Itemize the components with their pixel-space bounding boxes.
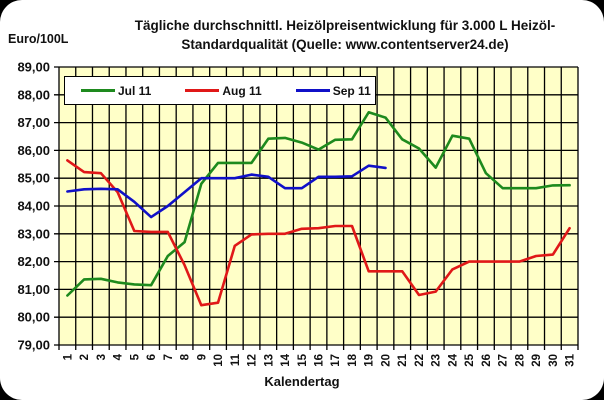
x-tick-label: 9 <box>196 354 208 360</box>
x-tick-label: 26 <box>481 354 493 367</box>
chart-title-line2: Standardqualität (Quelle: www.contentser… <box>181 37 509 52</box>
y-axis-label: Euro/100L <box>8 32 69 46</box>
x-tick-label: 25 <box>464 353 476 366</box>
legend-swatch-sep <box>295 89 330 92</box>
x-tick-label: 2 <box>79 354 91 360</box>
legend-item-jul: Jul 11 <box>81 84 151 98</box>
legend-item-aug: Aug 11 <box>185 83 262 98</box>
x-tick-label: 20 <box>380 354 392 367</box>
legend-label-aug: Aug 11 <box>222 83 262 98</box>
x-tick-label: 29 <box>531 354 543 367</box>
x-tick-label: 7 <box>163 354 175 360</box>
legend-swatch-jul <box>81 89 115 92</box>
legend-label-sep: Sep 11 <box>332 83 371 98</box>
y-tick-label: 85,00 <box>17 171 50 186</box>
x-tick-label: 24 <box>447 353 459 366</box>
x-tick-label: 30 <box>548 354 560 367</box>
legend-swatch-aug <box>185 89 220 92</box>
chart-title-line1: Tägliche durchschnittl. Heizölpreisentwi… <box>134 18 556 33</box>
y-tick-label: 89,00 <box>17 60 50 75</box>
x-tick-label: 5 <box>129 353 141 360</box>
x-tick-label: 12 <box>247 354 259 367</box>
x-tick-label: 31 <box>565 353 577 366</box>
chart-legend: Jul 11 Aug 11 Sep 11 <box>64 76 376 105</box>
y-tick-label: 83,00 <box>17 226 50 241</box>
x-tick-label: 27 <box>498 354 510 367</box>
x-tick-label: 8 <box>180 353 192 360</box>
y-tick-label: 79,00 <box>17 338 50 353</box>
x-tick-label: 17 <box>330 354 342 367</box>
series-line-aug-11 <box>66 159 571 307</box>
x-tick-label: 19 <box>364 354 376 367</box>
legend-label-jul: Jul 11 <box>118 83 152 98</box>
y-tick-label: 84,00 <box>17 199 50 214</box>
series-line-sep-11 <box>66 164 387 219</box>
x-axis-label: Kalendertag <box>264 374 340 389</box>
x-tick-label: 21 <box>397 353 409 366</box>
x-tick-label: 15 <box>297 353 309 366</box>
x-tick-label: 13 <box>263 354 275 367</box>
y-tick-label: 80,00 <box>17 310 50 325</box>
x-tick-label: 14 <box>280 353 292 366</box>
series-line-jul-11 <box>66 111 571 297</box>
x-tick-label: 28 <box>514 353 526 366</box>
x-tick-label: 6 <box>146 354 158 360</box>
x-tick-label: 10 <box>213 354 225 367</box>
y-tick-label: 82,00 <box>17 254 50 269</box>
x-tick-label: 23 <box>431 354 443 367</box>
y-tick-label: 88,00 <box>17 87 50 102</box>
chart-title: Tägliche durchschnittl. Heizölpreisentwi… <box>110 16 580 54</box>
legend-item-sep: Sep 11 <box>295 83 371 98</box>
x-tick-label: 3 <box>96 354 108 360</box>
x-tick-label: 22 <box>414 354 426 367</box>
x-tick-label: 11 <box>230 353 242 366</box>
y-tick-label: 81,00 <box>17 282 50 297</box>
y-tick-label: 86,00 <box>17 143 50 158</box>
x-tick-label: 1 <box>62 353 74 360</box>
y-tick-label: 87,00 <box>17 115 50 130</box>
x-tick-label: 18 <box>347 353 359 366</box>
x-tick-label: 16 <box>314 354 326 367</box>
x-tick-label: 4 <box>113 353 125 360</box>
